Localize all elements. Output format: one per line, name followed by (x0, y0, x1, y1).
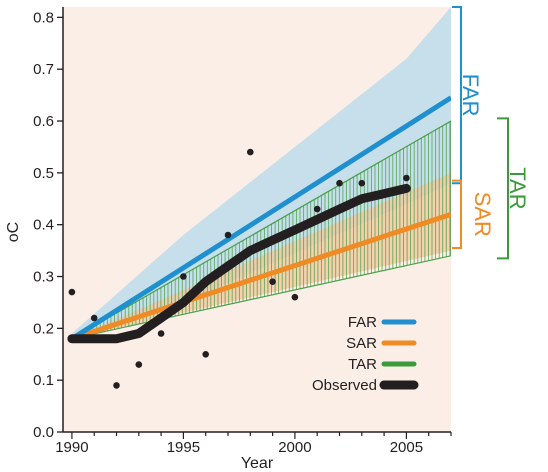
observed-point (90, 314, 98, 322)
far-bracket-label: FAR (458, 74, 483, 117)
tar-uncertainty-band (71, 120, 451, 340)
y-tick-label: 0.1 (33, 372, 54, 389)
y-tick-label: 0.8 (33, 9, 54, 26)
observed-point (135, 361, 143, 368)
observed-point (403, 174, 410, 182)
assessment-brackets: FAR SAR TAR (452, 6, 530, 260)
far-line (70, 95, 451, 341)
observed-line (67, 183, 411, 344)
y-tick-label: 0.6 (33, 113, 54, 130)
far-bracket (452, 6, 462, 185)
tar-bracket (497, 117, 509, 260)
observed-point (247, 148, 254, 156)
sar-uncertainty-band (71, 172, 451, 339)
y-axis-title: oC (5, 222, 22, 242)
legend-label-far: FAR (348, 314, 377, 331)
y-tick-label: 0.0 (33, 424, 54, 441)
legend-label-observed: Observed (312, 377, 377, 394)
observed-point (336, 179, 343, 187)
legend: FAR SAR TAR Observed (312, 314, 419, 394)
x-tick-label: 2000 (278, 439, 311, 456)
sar-bracket-label: SAR (470, 192, 495, 237)
observed-point (313, 205, 321, 213)
observed-point (269, 278, 276, 286)
legend-label-tar: TAR (348, 356, 377, 373)
sar-bracket (452, 179, 462, 250)
tar-band-outline (71, 120, 451, 340)
axes: 0.0 0.1 0.2 0.3 0.4 0.5 0.6 0.7 0.8 1990 1995 2000 2… (33, 7, 452, 456)
x-tick-label: 2005 (390, 439, 423, 456)
tar-bracket-label: TAR (505, 167, 530, 209)
observed-point (68, 288, 76, 296)
y-tick-label: 0.2 (33, 320, 54, 337)
observed-point (291, 293, 299, 301)
x-tick-label: 1990 (55, 439, 88, 456)
plot-area (67, 7, 451, 389)
sar-line (71, 211, 451, 342)
far-uncertainty-band (71, 7, 451, 339)
y-tick-label: 0.3 (33, 269, 54, 286)
observed-point (180, 273, 187, 280)
observed-point (202, 351, 209, 358)
legend-label-sar: SAR (346, 335, 377, 352)
x-tick-label: 1995 (167, 439, 200, 456)
y-tick-label: 0.5 (33, 165, 54, 182)
observed-point (224, 231, 232, 239)
y-tick-label: 0.4 (33, 217, 54, 234)
observed-point (157, 330, 165, 337)
observed-point (113, 382, 120, 389)
y-tick-label: 0.7 (33, 61, 54, 78)
observed-point (358, 179, 366, 187)
x-axis-title: Year (241, 455, 274, 472)
